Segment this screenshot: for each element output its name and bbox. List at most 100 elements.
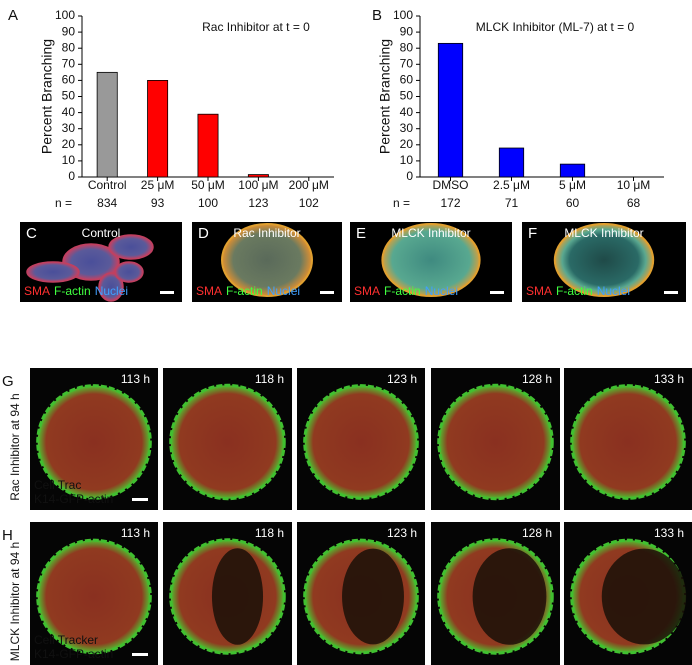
panel-title: MLCK Inhibitor (564, 226, 643, 240)
stain-label: SMA (196, 284, 222, 298)
stain-label: Nuclei (95, 284, 128, 298)
cell (303, 384, 419, 500)
chart-title: MLCK Inhibitor (ML-7) at t = 0 (476, 20, 635, 34)
panel-letter: C (26, 225, 37, 242)
y-tick-label: 90 (400, 24, 414, 38)
scale-bar (490, 291, 504, 294)
cell (36, 538, 152, 655)
y-tick-label: 10 (400, 153, 414, 167)
panel-title: MLCK Inhibitor (391, 226, 470, 240)
row-letter: H (2, 527, 13, 544)
time-label: 133 h (654, 372, 684, 386)
legend-cell-tracker: Cell Tracker (34, 633, 98, 647)
x-tick-label: 10 μM (617, 178, 651, 192)
y-tick-label: 80 (62, 40, 76, 54)
bar (498, 147, 525, 178)
stain-legend: SMA F-actin Nuclei (24, 284, 128, 298)
cell (26, 261, 80, 283)
panel-title: Control (82, 226, 121, 240)
time-label: 128 h (522, 372, 552, 386)
n-count: 102 (299, 196, 319, 210)
bar (96, 71, 118, 178)
y-tick-label: 20 (62, 137, 76, 151)
y-tick-label: 70 (62, 56, 76, 70)
y-tick-label: 0 (406, 169, 413, 183)
panel-letter: D (198, 225, 209, 242)
scale-bar (320, 291, 334, 294)
y-axis-label: Percent Branching (39, 39, 55, 154)
time-label: 118 h (255, 526, 284, 540)
panel-label: B (372, 7, 382, 24)
stain-label: SMA (24, 284, 50, 298)
scale-bar (132, 498, 148, 501)
lumen (342, 548, 404, 645)
x-tick-label: Control (88, 178, 127, 192)
stain-legend: SMA F-actin Nuclei (526, 284, 630, 298)
time-label: 113 h (121, 526, 150, 540)
cell (114, 261, 144, 283)
y-tick-label: 100 (393, 8, 413, 22)
stain-label: SMA (354, 284, 380, 298)
y-tick-label: 80 (400, 40, 414, 54)
y-tick-label: 30 (400, 121, 414, 135)
lumen (472, 548, 547, 645)
n-count: 60 (566, 196, 580, 210)
cell (381, 223, 481, 297)
y-tick-label: 10 (62, 153, 76, 167)
n-count: 100 (198, 196, 218, 210)
stain-label: Nuclei (597, 284, 630, 298)
cell (36, 384, 152, 500)
bar (197, 113, 219, 178)
n-label: n = (55, 196, 72, 210)
cell (437, 383, 554, 501)
stain-label: Nuclei (425, 284, 458, 298)
time-label: 123 h (387, 372, 417, 386)
lumen (601, 548, 687, 645)
cell (553, 223, 655, 297)
cell (169, 383, 286, 501)
x-tick-label: 100 μM (238, 178, 278, 192)
stain-legend: SMA F-actin Nuclei (354, 284, 458, 298)
y-tick-label: 90 (62, 24, 76, 38)
cell (221, 223, 313, 297)
panel-label: A (8, 7, 18, 24)
row-side-label: MLCK Inhibitor at 94 h (8, 542, 22, 661)
n-count: 834 (97, 196, 117, 210)
x-tick-label: 25 μM (141, 178, 175, 192)
lumen (211, 548, 264, 645)
stain-label: SMA (526, 284, 552, 298)
scale-bar (664, 291, 678, 294)
bar (437, 42, 464, 178)
panel-letter: E (356, 225, 366, 242)
y-tick-label: 60 (62, 73, 76, 87)
panel-letter: F (528, 225, 537, 242)
stain-legend: SMA F-actin Nuclei (196, 284, 300, 298)
n-count: 93 (151, 196, 165, 210)
n-count: 172 (440, 196, 460, 210)
y-tick-label: 50 (400, 89, 414, 103)
y-axis-label: Percent Branching (377, 39, 393, 154)
x-tick-label: 5 μM (559, 178, 586, 192)
time-label: 123 h (387, 526, 417, 540)
stain-label: F-actin (54, 284, 91, 298)
n-count: 123 (248, 196, 268, 210)
y-tick-label: 40 (62, 105, 76, 119)
bar (247, 174, 269, 178)
stain-label: Nuclei (267, 284, 300, 298)
x-tick-label: 2.5 μM (493, 178, 530, 192)
stain-label: F-actin (556, 284, 593, 298)
stain-label: F-actin (226, 284, 263, 298)
y-tick-label: 20 (400, 137, 414, 151)
y-tick-label: 50 (62, 89, 76, 103)
legend-gfp: K14-GFP-actin (34, 647, 113, 661)
x-tick-label: DMSO (433, 178, 469, 192)
n-count: 71 (505, 196, 519, 210)
y-tick-label: 30 (62, 121, 76, 135)
bar (147, 80, 169, 178)
x-tick-label: 200 μM (289, 178, 329, 192)
time-label: 113 h (121, 372, 150, 386)
row-letter: G (2, 373, 14, 390)
y-tick-label: 70 (400, 56, 414, 70)
scale-bar (132, 653, 148, 656)
